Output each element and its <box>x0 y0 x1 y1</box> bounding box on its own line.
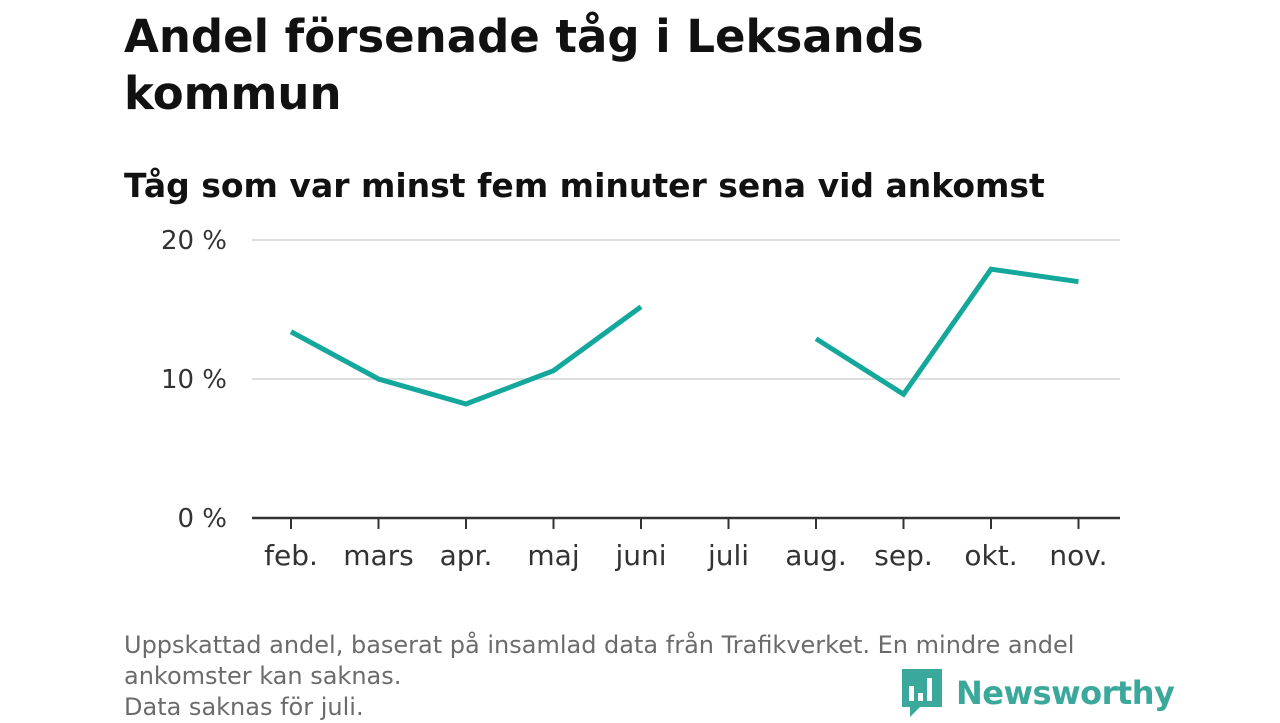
line-chart: 0 % 10 % 20 % feb. mars apr. maj juni juli aug. s… <box>161 226 1120 572</box>
series-line-segment <box>814 266 1079 398</box>
x-tick-label: juni <box>614 539 666 572</box>
x-tick-label: mars <box>343 539 414 572</box>
series-line <box>289 266 1079 407</box>
series-line-segment <box>289 304 643 407</box>
x-tick-label: juli <box>707 539 749 572</box>
y-tick-label: 10 % <box>161 365 227 395</box>
x-tick-label: feb. <box>264 539 318 572</box>
chart-title: Andel försenade tåg i Leksands kommun <box>124 10 924 120</box>
x-tick-label: maj <box>527 539 579 572</box>
x-tick-label: sep. <box>874 539 933 572</box>
footer-line-3: Data saknas för juli. <box>124 693 364 721</box>
brand-name: Newsworthy <box>956 674 1175 712</box>
footer-line-1: Uppskattad andel, baserat på insamlad da… <box>124 631 1075 659</box>
footer-line-2: ankomster kan saknas. <box>124 662 402 690</box>
x-axis-tick-labels: feb. mars apr. maj juni juli aug. sep. okt. nov. <box>264 539 1107 572</box>
brand-logo: Newsworthy <box>902 668 1175 718</box>
bar-chart-speech-icon <box>902 669 942 717</box>
x-axis <box>252 516 1120 529</box>
y-tick-label: 0 % <box>177 504 227 534</box>
y-tick-label: 20 % <box>161 226 227 256</box>
x-tick-label: nov. <box>1049 539 1107 572</box>
y-axis-tick-labels: 0 % 10 % 20 % <box>161 226 227 534</box>
chart-subtitle: Tåg som var minst fem minuter sena vid a… <box>124 166 1045 205</box>
gridlines <box>252 239 1120 380</box>
x-tick-label: okt. <box>964 539 1017 572</box>
x-tick-label: apr. <box>440 539 493 572</box>
x-tick-label: aug. <box>785 539 847 572</box>
footer-note: Uppskattad andel, baserat på insamlad da… <box>124 630 1164 723</box>
